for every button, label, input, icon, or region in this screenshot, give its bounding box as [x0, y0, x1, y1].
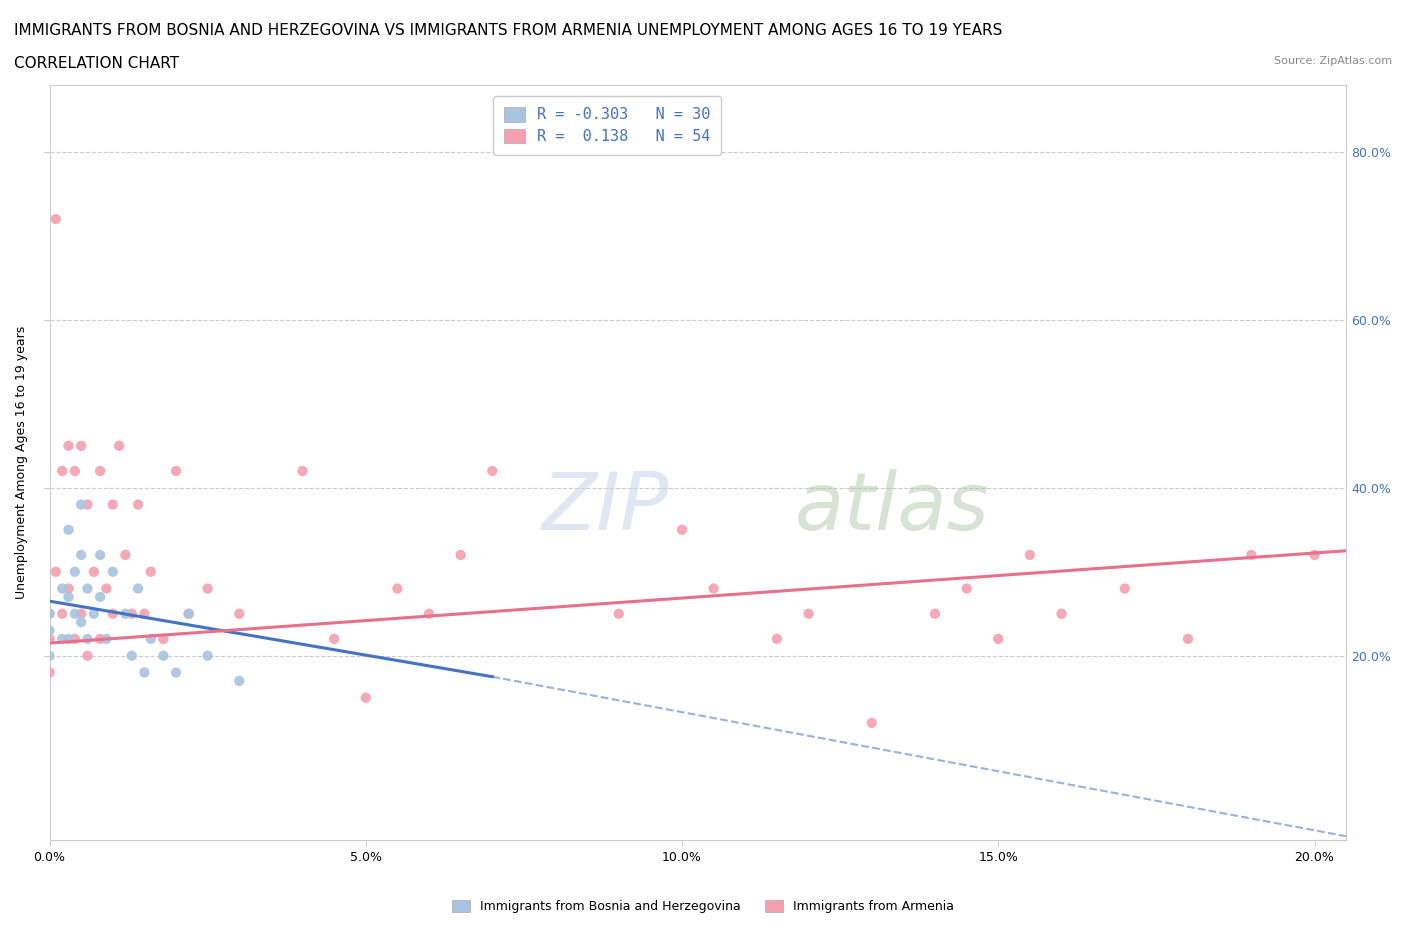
Point	[83, 606, 105, 621]
Text: CORRELATION CHART: CORRELATION CHART	[14, 56, 179, 71]
Point	[139, 631, 162, 646]
Point	[1240, 548, 1263, 563]
Point	[177, 606, 200, 621]
Point	[1177, 631, 1199, 646]
Point	[89, 548, 111, 563]
Point	[1050, 606, 1073, 621]
Text: Source: ZipAtlas.com: Source: ZipAtlas.com	[1274, 56, 1392, 66]
Point	[703, 581, 725, 596]
Point	[1303, 548, 1326, 563]
Point	[121, 648, 143, 663]
Point	[70, 548, 93, 563]
Point	[291, 463, 314, 478]
Text: atlas: atlas	[794, 469, 990, 547]
Point	[860, 715, 883, 730]
Point	[63, 631, 86, 646]
Point	[51, 606, 73, 621]
Point	[76, 581, 98, 596]
Point	[607, 606, 630, 621]
Point	[58, 581, 80, 596]
Point	[1018, 548, 1040, 563]
Point	[797, 606, 820, 621]
Point	[197, 581, 219, 596]
Point	[70, 438, 93, 453]
Point	[51, 631, 73, 646]
Point	[956, 581, 979, 596]
Point	[38, 665, 60, 680]
Point	[924, 606, 946, 621]
Point	[38, 606, 60, 621]
Point	[323, 631, 346, 646]
Point	[197, 648, 219, 663]
Y-axis label: Unemployment Among Ages 16 to 19 years: Unemployment Among Ages 16 to 19 years	[15, 326, 28, 599]
Point	[766, 631, 789, 646]
Point	[89, 463, 111, 478]
Point	[152, 631, 174, 646]
Point	[177, 606, 200, 621]
Point	[354, 690, 377, 705]
Point	[58, 631, 80, 646]
Point	[96, 631, 118, 646]
Point	[134, 665, 156, 680]
Text: ZIP: ZIP	[543, 469, 669, 547]
Point	[70, 606, 93, 621]
Point	[38, 648, 60, 663]
Point	[89, 590, 111, 604]
Text: IMMIGRANTS FROM BOSNIA AND HERZEGOVINA VS IMMIGRANTS FROM ARMENIA UNEMPLOYMENT A: IMMIGRANTS FROM BOSNIA AND HERZEGOVINA V…	[14, 23, 1002, 38]
Point	[63, 606, 86, 621]
Point	[127, 581, 149, 596]
Point	[38, 623, 60, 638]
Point	[76, 648, 98, 663]
Point	[76, 631, 98, 646]
Point	[114, 606, 136, 621]
Point	[58, 590, 80, 604]
Point	[228, 606, 250, 621]
Point	[139, 565, 162, 579]
Point	[671, 523, 693, 538]
Point	[481, 463, 503, 478]
Point	[70, 615, 93, 630]
Point	[101, 606, 124, 621]
Point	[58, 438, 80, 453]
Point	[165, 665, 187, 680]
Point	[38, 631, 60, 646]
Point	[96, 581, 118, 596]
Point	[45, 565, 67, 579]
Point	[38, 606, 60, 621]
Point	[58, 523, 80, 538]
Point	[63, 565, 86, 579]
Point	[387, 581, 409, 596]
Point	[127, 498, 149, 512]
Point	[51, 581, 73, 596]
Point	[165, 463, 187, 478]
Point	[450, 548, 472, 563]
Point	[228, 673, 250, 688]
Point	[108, 438, 131, 453]
Point	[63, 463, 86, 478]
Point	[89, 631, 111, 646]
Point	[114, 548, 136, 563]
Point	[987, 631, 1010, 646]
Legend: R = -0.303   N = 30, R =  0.138   N = 54: R = -0.303 N = 30, R = 0.138 N = 54	[494, 96, 721, 154]
Point	[70, 498, 93, 512]
Point	[83, 565, 105, 579]
Point	[45, 212, 67, 227]
Point	[121, 606, 143, 621]
Point	[1114, 581, 1136, 596]
Point	[418, 606, 440, 621]
Point	[134, 606, 156, 621]
Point	[152, 648, 174, 663]
Point	[101, 498, 124, 512]
Point	[101, 565, 124, 579]
Point	[51, 463, 73, 478]
Point	[76, 498, 98, 512]
Legend: Immigrants from Bosnia and Herzegovina, Immigrants from Armenia: Immigrants from Bosnia and Herzegovina, …	[446, 894, 960, 919]
